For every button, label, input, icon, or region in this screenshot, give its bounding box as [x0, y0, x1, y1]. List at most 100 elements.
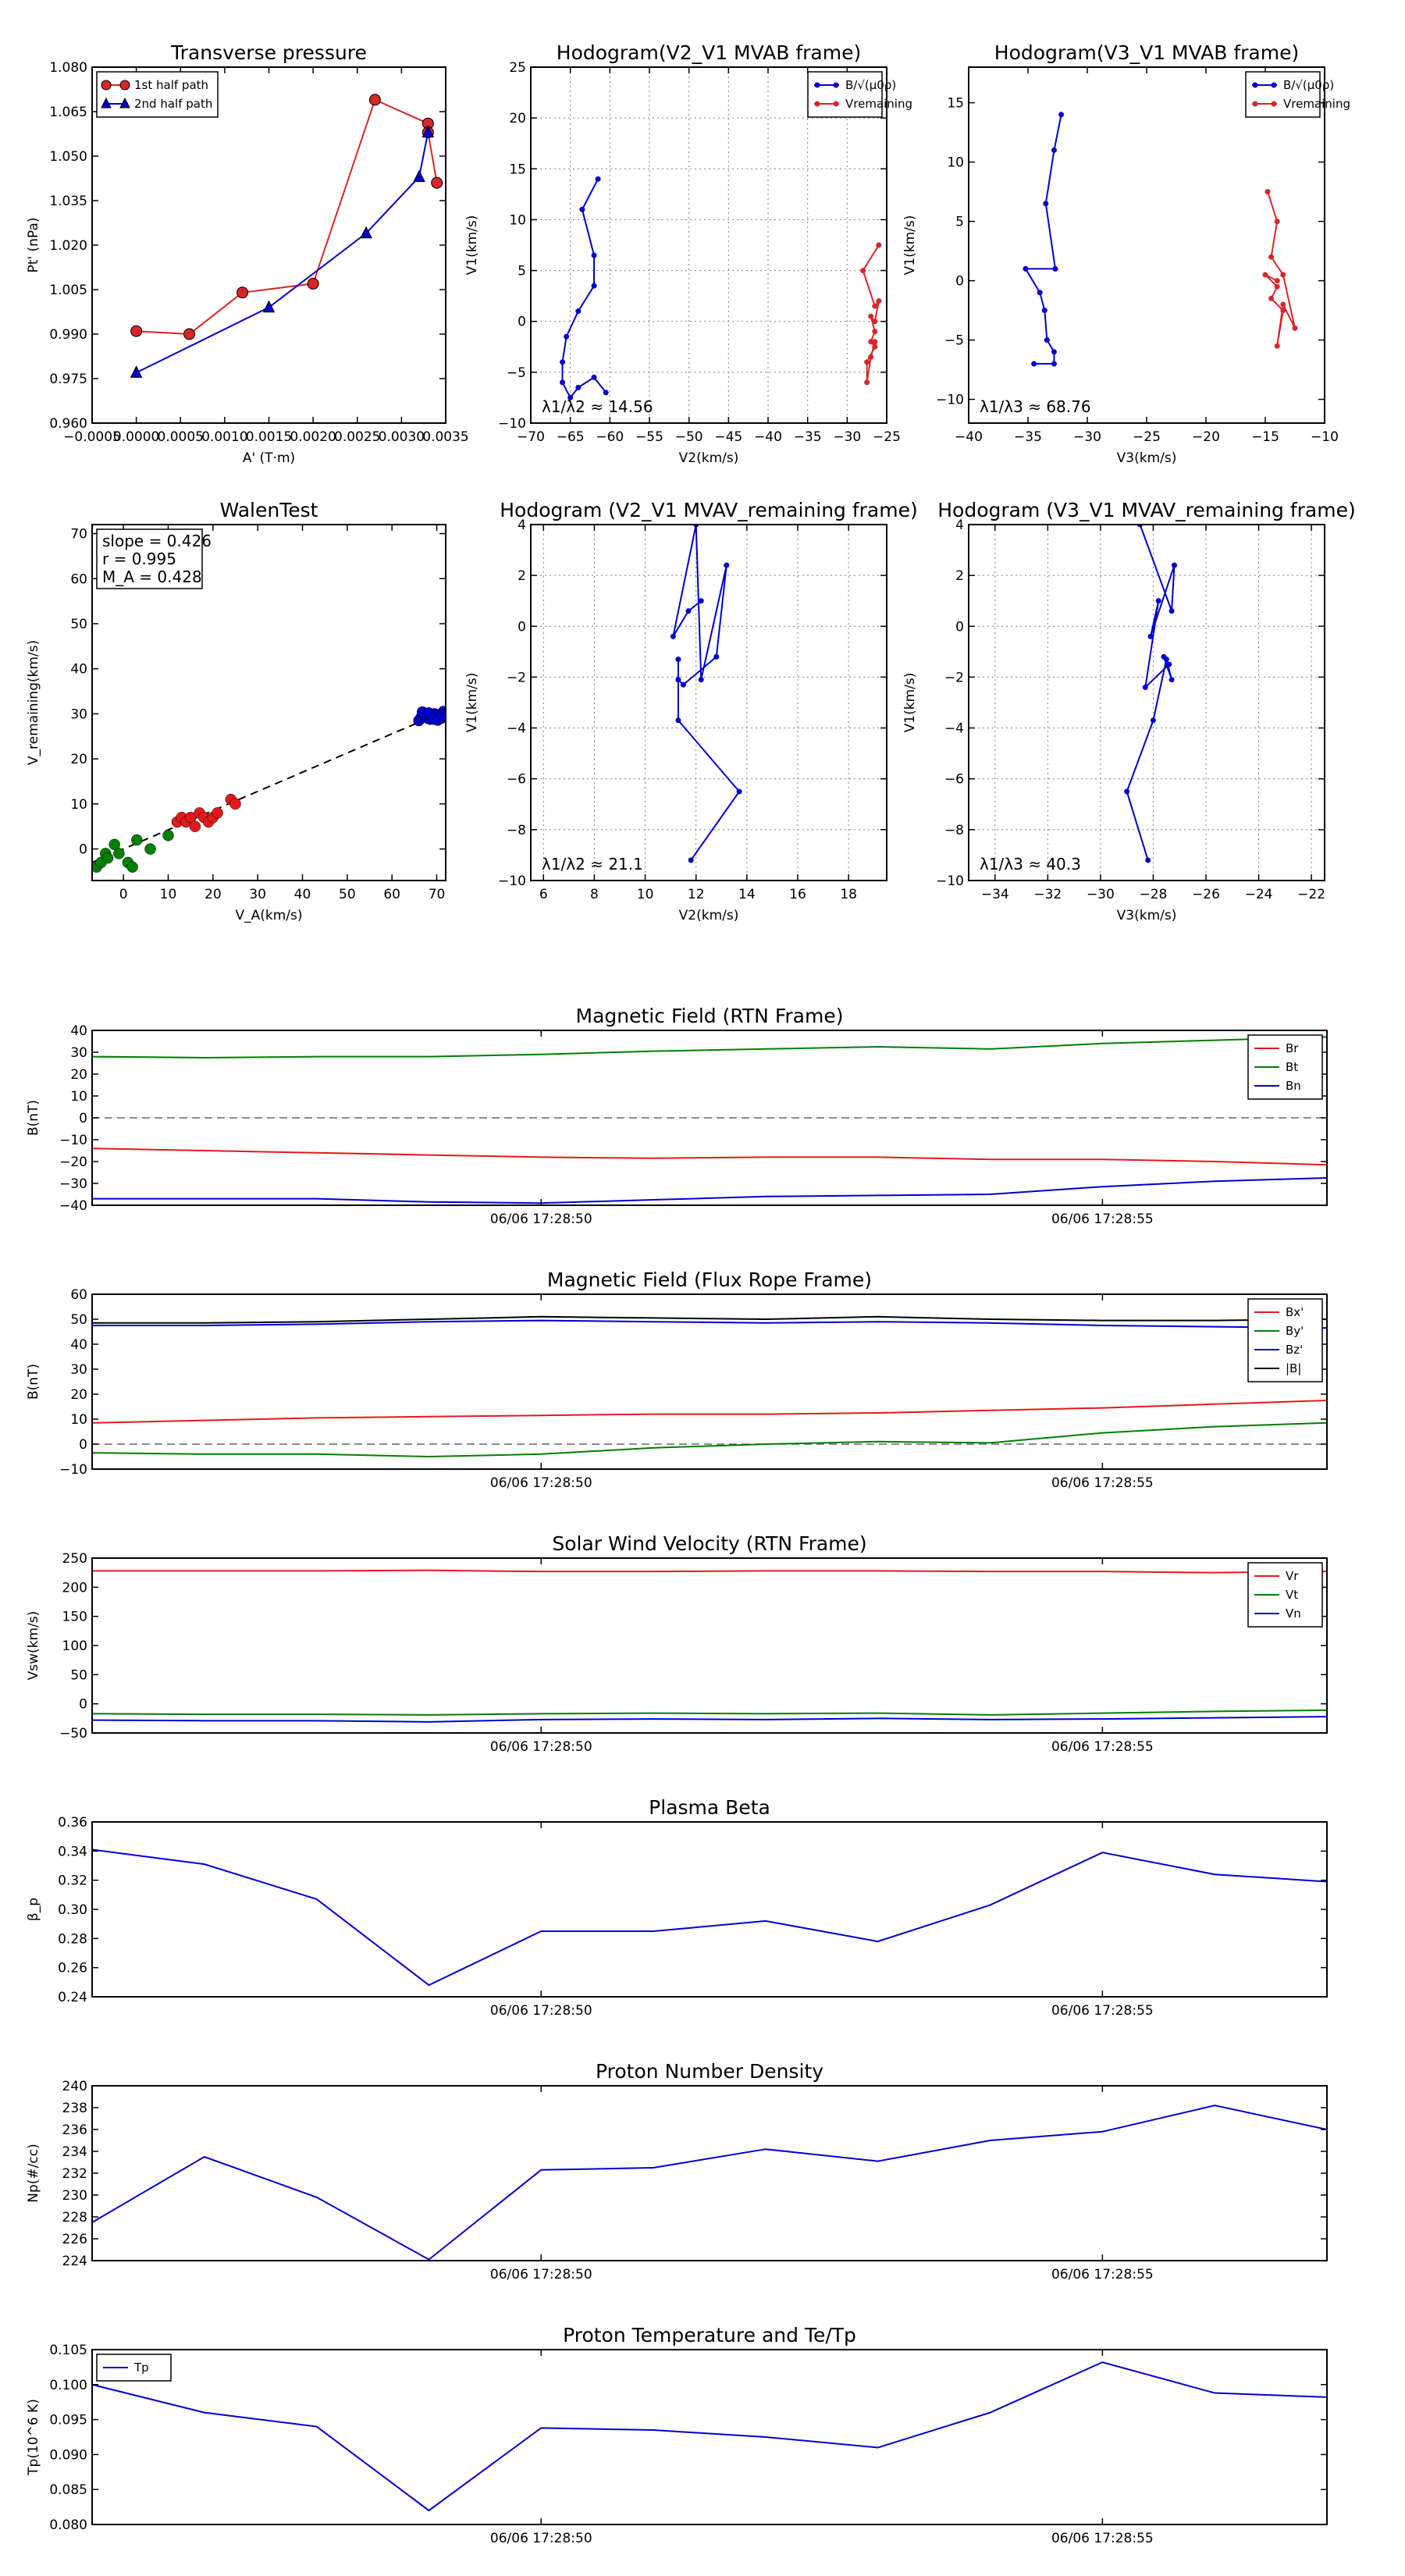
panel-title-h31: Hodogram(V3_V1 MVAB frame): [994, 41, 1299, 64]
y-axis-label: B(nT): [26, 1100, 41, 1136]
x-tick-label: 0.0005: [158, 429, 204, 445]
data-point: [422, 125, 435, 138]
x-tick-label: −22: [1297, 887, 1325, 902]
y-tick-label: 5: [518, 264, 526, 279]
y-tick-label: 238: [62, 2101, 87, 2116]
panel-title-hr21: Hodogram (V2_V1 MVAV_remaining frame): [500, 499, 918, 521]
series-line-Vr: [92, 1569, 1327, 1574]
x-tick-label: 0.0020: [290, 429, 336, 445]
data-point: [575, 308, 582, 315]
legend-label: Vremaining: [845, 97, 912, 111]
eigen-ratio-label: λ1/λ3 ≈ 40.3: [980, 855, 1081, 873]
legend-label: |B|: [1286, 1361, 1301, 1375]
x-tick-label: 06/06 17:28:50: [490, 1739, 592, 1755]
x-tick-label: 06/06 17:28:50: [490, 2003, 592, 2019]
x-tick-label: 10: [637, 887, 654, 902]
data-point: [1280, 308, 1286, 314]
axes-frame: [91, 1293, 1328, 1470]
data-point: [1274, 343, 1280, 349]
y-tick-label: 200: [62, 1580, 87, 1596]
y-tick-label: 0.24: [58, 1990, 87, 2005]
data-point: [1171, 562, 1177, 568]
x-tick-label: −50: [675, 429, 703, 445]
y-tick-label: −4: [507, 721, 526, 737]
y-axis-label: Pt' (nPa): [26, 218, 41, 273]
data-point: [1274, 219, 1280, 225]
panel-title-walen: WalenTest: [220, 499, 318, 521]
y-tick-label: 4: [955, 518, 964, 533]
x-tick-label: −45: [714, 429, 742, 445]
data-point: [1147, 633, 1154, 639]
scatter-point: [108, 838, 120, 851]
x-tick-label: 0.0025: [334, 429, 380, 445]
panel-title-hr31: Hodogram (V3_V1 MVAV_remaining frame): [937, 499, 1356, 521]
data-point: [368, 94, 381, 106]
y-tick-label: 0.105: [49, 2343, 87, 2358]
legend-label: Br: [1286, 1041, 1299, 1055]
legend-label: Bt: [1286, 1060, 1298, 1074]
legend-marker: [1252, 82, 1258, 88]
y-tick-label: −50: [59, 1726, 87, 1742]
y-tick-label: −10: [498, 416, 526, 432]
x-tick-label: 50: [339, 887, 356, 902]
y-tick-label: 0.32: [58, 1873, 87, 1889]
data-point: [675, 717, 681, 724]
x-tick-label: −32: [1033, 887, 1062, 902]
x-tick-label: 30: [249, 887, 266, 902]
y-tick-label: 1.050: [49, 149, 87, 165]
x-tick-label: −20: [1192, 429, 1220, 445]
plot-area-vsw: [92, 1569, 1327, 1723]
y-tick-label: 0.975: [49, 372, 87, 387]
series-line-data: [92, 1848, 1327, 1987]
y-tick-label: 10: [509, 212, 526, 228]
series-line-Bn: [92, 1177, 1327, 1204]
legend-marker: [119, 80, 130, 91]
panel-tp: Transverse pressure−0.00050.00000.00050.…: [26, 41, 469, 466]
data-point: [1280, 272, 1286, 278]
data-point: [675, 656, 681, 663]
plot-area-hr31: [1124, 525, 1177, 863]
data-point: [713, 653, 720, 660]
data-point: [670, 633, 676, 639]
data-point: [1058, 112, 1065, 118]
data-point: [1041, 308, 1048, 314]
y-tick-label: 0: [79, 1437, 87, 1453]
y-tick-label: 20: [70, 1067, 87, 1083]
x-tick-label: 0.0035: [422, 429, 468, 445]
y-axis-label: V_remaining(km/s): [26, 640, 41, 765]
legend-marker: [1252, 101, 1258, 107]
data-point: [1168, 677, 1175, 683]
y-tick-label: 0.100: [49, 2378, 87, 2393]
y-tick-label: −30: [59, 1176, 87, 1192]
x-tick-label: 0.0000: [113, 429, 159, 445]
series-line-Bt: [92, 1036, 1327, 1059]
y-tick-label: 0: [955, 619, 964, 635]
stats-line: slope = 0.426: [102, 532, 212, 550]
x-tick-label: 06/06 17:28:50: [490, 2267, 592, 2282]
data-point: [868, 313, 874, 319]
data-point: [736, 788, 742, 795]
y-tick-label: 0.080: [49, 2517, 87, 2533]
panel-walen: WalenTest 0 10 20 30 40 50 60 70 0 10 20 30 40 50 60 70 V…: [26, 499, 446, 923]
x-tick-label: −10: [1311, 429, 1339, 445]
legend-label: 1st half path: [134, 78, 208, 92]
data-point: [724, 562, 730, 568]
scatter-point: [229, 798, 241, 810]
scatter-point: [184, 811, 197, 824]
x-tick-label: 70: [429, 887, 446, 902]
data-point: [1051, 361, 1057, 367]
series-line-Bx': [92, 1400, 1327, 1424]
y-tick-label: 234: [62, 2144, 87, 2160]
x-tick-label: 06/06 17:28:55: [1051, 1212, 1154, 1227]
y-tick-label: 4: [518, 518, 526, 533]
y-tick-label: 100: [62, 1638, 87, 1654]
data-point: [591, 374, 597, 380]
scatter-point: [126, 861, 138, 873]
plot-area-walen: [92, 706, 446, 873]
x-tick-label: 12: [688, 887, 705, 902]
y-tick-label: −8: [507, 823, 526, 838]
data-point: [595, 176, 601, 182]
y-axis-label: β_p: [26, 1898, 41, 1921]
plot-area-mag_fr: [92, 1315, 1327, 1458]
data-point: [575, 384, 582, 390]
